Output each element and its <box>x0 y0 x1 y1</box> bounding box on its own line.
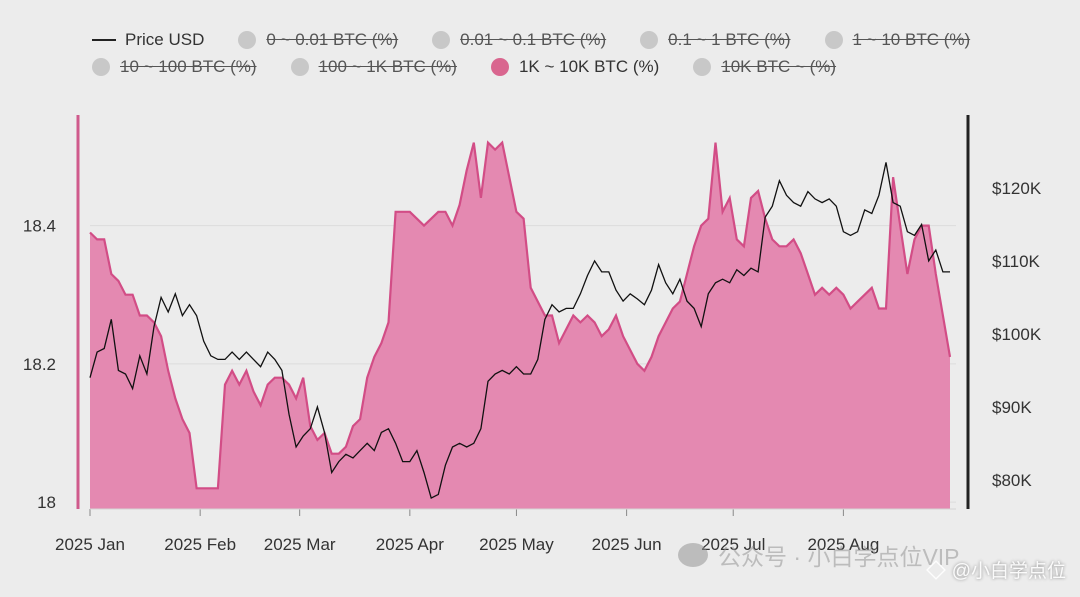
legend-item-1-10[interactable]: 1 ~ 10 BTC (%) <box>824 29 971 50</box>
area-fill <box>90 142 950 509</box>
legend: Price USD 0 ~ 0.01 BTC (%) 0.01 ~ 0.1 BT… <box>92 26 1032 80</box>
legend-item-0-0.01[interactable]: 0 ~ 0.01 BTC (%) <box>238 30 398 50</box>
diamond-icon <box>925 559 946 580</box>
legend-label: Price USD <box>125 29 205 49</box>
watermark: @小白学点位 <box>925 556 1066 583</box>
legend-label: 10 ~ 100 BTC (%) <box>120 56 257 76</box>
watermark-faint-text: 公众号 · 小白学点位VIP <box>718 544 960 570</box>
legend-item-1k-10k[interactable]: 1K ~ 10K BTC (%) <box>490 56 660 77</box>
x-tick-label: 2025 Aug <box>807 535 879 554</box>
dot-swatch-icon <box>432 30 451 49</box>
dot-swatch-icon <box>290 57 309 76</box>
area-line <box>89 140 952 490</box>
y-right-tick-label: $90K <box>992 398 1032 417</box>
x-tick-label: 2025 Jun <box>592 535 662 554</box>
watermark-faint: 公众号 · 小白学点位VIP <box>678 538 960 572</box>
area-series <box>89 140 952 509</box>
legend-label: 1 ~ 10 BTC (%) <box>852 29 971 49</box>
dot-swatch-icon <box>490 57 509 76</box>
legend-label: 0 ~ 0.01 BTC (%) <box>266 29 399 49</box>
y-left-tick-label: 18 <box>37 493 56 512</box>
x-tick-label: 2025 Feb <box>164 535 236 554</box>
y-left-tick-label: 18.4 <box>23 217 56 236</box>
legend-item-price[interactable]: Price USD <box>92 30 204 50</box>
y-right-tick-label: $80K <box>992 471 1032 490</box>
price-line <box>89 162 950 500</box>
dot-swatch-icon <box>640 30 659 49</box>
line-swatch-icon <box>92 38 116 41</box>
legend-item-10-100[interactable]: 10 ~ 100 BTC (%) <box>92 57 257 77</box>
y-left-tick-label: 18.2 <box>23 355 56 374</box>
legend-item-100-1k[interactable]: 100 ~ 1K BTC (%) <box>290 56 457 77</box>
dot-swatch-icon <box>693 57 712 76</box>
legend-label: 1K ~ 10K BTC (%) <box>518 56 660 76</box>
axes: 18 18.2 18.4 $80K $90K $100K $110K $120K 2025 Ja… <box>23 115 1042 554</box>
x-tick-label: 2025 Apr <box>376 535 444 554</box>
dot-swatch-icon <box>92 57 110 76</box>
legend-label: 0.1 ~ 1 BTC (%) <box>668 29 791 49</box>
legend-label: 0.01 ~ 0.1 BTC (%) <box>460 29 607 49</box>
y-right-tick-label: $100K <box>992 325 1042 344</box>
legend-item-0.1-1[interactable]: 0.1 ~ 1 BTC (%) <box>640 29 791 50</box>
x-tick-label: 2025 May <box>479 535 554 554</box>
legend-label: 100 ~ 1K BTC (%) <box>318 56 457 76</box>
legend-item-0.01-0.1[interactable]: 0.01 ~ 0.1 BTC (%) <box>432 30 606 50</box>
y-right-tick-label: $110K <box>992 252 1041 271</box>
watermark-text: @小白学点位 <box>951 561 1066 582</box>
legend-row-2: 10 ~ 100 BTC (%) 100 ~ 1K BTC (%) 1K ~ 1… <box>92 53 1032 80</box>
legend-label: 10K BTC ~ (%) <box>721 56 837 76</box>
wechat-icon <box>678 543 708 567</box>
legend-row-1: Price USD 0 ~ 0.01 BTC (%) 0.01 ~ 0.1 BT… <box>92 26 1032 53</box>
x-tick-label: 2025 Jul <box>701 535 765 554</box>
dot-swatch-icon <box>824 30 843 49</box>
x-tick-label: 2025 Jan <box>55 535 125 554</box>
dot-swatch-icon <box>238 30 257 49</box>
x-tick-label: 2025 Mar <box>264 535 336 554</box>
legend-item-10k-plus[interactable]: 10K BTC ~ (%) <box>693 57 836 77</box>
y-right-tick-label: $120K <box>992 179 1042 198</box>
price-series <box>89 162 950 500</box>
